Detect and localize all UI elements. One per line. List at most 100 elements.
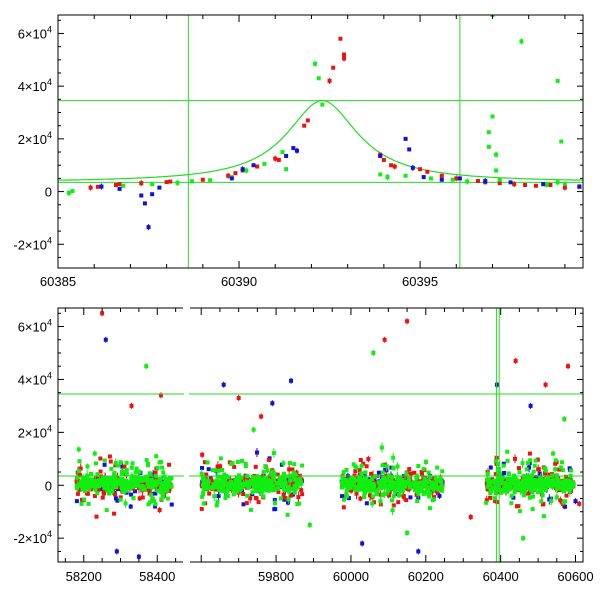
bottom-point-red bbox=[296, 495, 301, 500]
bottom-point-red bbox=[542, 471, 547, 476]
bottom-point-blue bbox=[115, 498, 120, 503]
top-point-red bbox=[113, 182, 118, 187]
bottom-point-green bbox=[300, 463, 305, 468]
bottom-point-green bbox=[165, 496, 170, 501]
bottom-point-green bbox=[107, 491, 112, 496]
bottom-outlier-blue bbox=[573, 499, 578, 504]
bottom-point-red bbox=[358, 496, 363, 501]
bottom-point-red bbox=[427, 483, 432, 488]
bottom-point-green bbox=[424, 478, 429, 483]
bottom-outlier-red bbox=[382, 337, 387, 342]
bottom-outlier-blue bbox=[360, 541, 365, 546]
bottom-point-green bbox=[133, 470, 138, 475]
bottom-point-green bbox=[283, 480, 288, 485]
bottom-point-green bbox=[231, 492, 236, 497]
bottom-point-green bbox=[260, 487, 265, 492]
bottom-point-green bbox=[543, 468, 548, 473]
bottom-point-green bbox=[347, 481, 352, 486]
bottom-point-red bbox=[256, 500, 261, 505]
bottom-point-blue bbox=[151, 472, 156, 477]
bottom-point-green bbox=[505, 477, 510, 482]
bottom-point-green bbox=[549, 479, 554, 484]
bottom-point-green bbox=[344, 467, 349, 472]
bottom-point-green bbox=[119, 469, 124, 474]
top-point-green bbox=[519, 39, 524, 44]
bottom-point-green bbox=[359, 471, 364, 476]
bottom-point-green bbox=[146, 478, 151, 483]
bottom-point-red bbox=[407, 467, 412, 472]
bottom-point-green bbox=[555, 480, 560, 485]
bottom-point-blue bbox=[567, 466, 572, 471]
bottom-point-green bbox=[237, 478, 242, 483]
bottom-point-green bbox=[220, 467, 225, 472]
top-ytick-label: 4×104 bbox=[18, 77, 52, 94]
bottom-point-green bbox=[223, 495, 228, 500]
bottom-outlier-red bbox=[259, 414, 264, 419]
bottom-point-green bbox=[95, 472, 100, 477]
bottom-point-red bbox=[527, 451, 532, 456]
bottom-point-green bbox=[539, 483, 544, 488]
bottom-point-red bbox=[493, 498, 498, 503]
bottom-point-green bbox=[348, 485, 353, 490]
bottom-point-red bbox=[147, 487, 152, 492]
bottom-point-red bbox=[488, 495, 493, 500]
bottom-ytick-label: 0 bbox=[45, 478, 52, 493]
bottom-point-green bbox=[155, 465, 160, 470]
bottom-point-green bbox=[419, 480, 424, 485]
top-point-green bbox=[150, 182, 155, 187]
bottom-point-blue bbox=[98, 486, 103, 491]
bottom-point-green bbox=[223, 476, 228, 481]
bottom-point-green bbox=[492, 480, 497, 485]
bottom-point-red bbox=[241, 491, 246, 496]
bottom-point-green bbox=[234, 489, 239, 494]
top-point-green bbox=[262, 161, 267, 166]
bottom-point-green bbox=[127, 486, 132, 491]
bottom-point-green bbox=[130, 461, 135, 466]
top-xtick-label: 60395 bbox=[402, 274, 438, 289]
bottom-point-green bbox=[141, 476, 146, 481]
top-point-green bbox=[494, 168, 499, 173]
bottom-point-green bbox=[264, 488, 269, 493]
bottom-point-red bbox=[495, 500, 500, 505]
bottom-point-red bbox=[242, 475, 247, 480]
bottom-point-red bbox=[563, 474, 568, 479]
bottom-point-red bbox=[419, 469, 424, 474]
bottom-point-green bbox=[144, 474, 149, 479]
bottom-point-green bbox=[284, 488, 289, 493]
bottom-point-green bbox=[376, 480, 381, 485]
bottom-point-green bbox=[415, 482, 420, 487]
bottom-plot-area bbox=[58, 308, 583, 562]
bottom-point-green bbox=[359, 483, 364, 488]
bottom-point-red bbox=[266, 458, 271, 463]
bottom-point-green bbox=[150, 496, 155, 501]
bottom-point-green bbox=[370, 476, 375, 481]
bottom-point-green bbox=[272, 500, 277, 505]
bottom-point-green bbox=[205, 486, 210, 491]
bottom-point-green bbox=[433, 482, 438, 487]
bottom-point-red bbox=[290, 481, 295, 486]
bottom-point-green bbox=[363, 470, 368, 475]
top-ytick-label: 2×104 bbox=[18, 130, 52, 147]
bottom-point-green bbox=[247, 483, 252, 488]
top-point-green bbox=[385, 175, 390, 180]
bottom-point-green bbox=[374, 492, 379, 497]
bottom-point-green bbox=[243, 464, 248, 469]
bottom-point-red bbox=[512, 456, 517, 461]
bottom-point-red bbox=[157, 508, 162, 513]
bottom-point-red bbox=[260, 474, 265, 479]
bottom-point-green bbox=[97, 478, 102, 483]
bottom-point-green bbox=[363, 482, 368, 487]
bottom-ytick-label: 4×104 bbox=[18, 370, 52, 387]
bottom-point-green bbox=[513, 484, 518, 489]
bottom-point-green bbox=[258, 478, 263, 483]
bottom-point-green bbox=[266, 481, 271, 486]
bottom-point-green bbox=[527, 495, 532, 500]
bottom-point-green bbox=[439, 480, 444, 485]
bottom-point-green bbox=[285, 512, 290, 517]
bottom-point-green bbox=[271, 476, 276, 481]
bottom-point-green bbox=[100, 477, 105, 482]
bottom-outlier-blue bbox=[289, 378, 294, 383]
top-point-blue bbox=[410, 165, 415, 170]
top-point-red bbox=[95, 184, 100, 189]
bottom-point-green bbox=[292, 477, 297, 482]
